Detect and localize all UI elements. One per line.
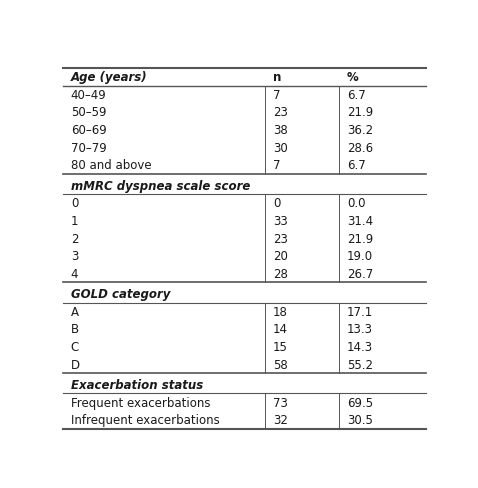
Text: A: A bbox=[71, 306, 79, 319]
Text: 7: 7 bbox=[273, 160, 280, 172]
Text: 0: 0 bbox=[273, 197, 280, 210]
Text: 6.7: 6.7 bbox=[347, 89, 366, 102]
Text: 30.5: 30.5 bbox=[347, 414, 373, 427]
Text: B: B bbox=[71, 324, 79, 336]
Text: 23: 23 bbox=[273, 233, 288, 245]
Text: %: % bbox=[347, 71, 358, 84]
Text: 40–49: 40–49 bbox=[71, 89, 107, 102]
Text: 4: 4 bbox=[71, 268, 78, 281]
Text: n: n bbox=[273, 71, 281, 84]
Text: 80 and above: 80 and above bbox=[71, 160, 152, 172]
Text: 14: 14 bbox=[273, 324, 288, 336]
Text: 33: 33 bbox=[273, 215, 287, 228]
Text: 23: 23 bbox=[273, 106, 288, 120]
Text: 21.9: 21.9 bbox=[347, 233, 373, 245]
Text: GOLD category: GOLD category bbox=[71, 288, 170, 301]
Text: 38: 38 bbox=[273, 124, 287, 137]
Text: 17.1: 17.1 bbox=[347, 306, 373, 319]
Text: 69.5: 69.5 bbox=[347, 397, 373, 409]
Text: 58: 58 bbox=[273, 359, 287, 372]
Text: 31.4: 31.4 bbox=[347, 215, 373, 228]
Text: 0.0: 0.0 bbox=[347, 197, 365, 210]
Text: 19.0: 19.0 bbox=[347, 250, 373, 263]
Text: 2: 2 bbox=[71, 233, 78, 245]
Text: 1: 1 bbox=[71, 215, 78, 228]
Text: 60–69: 60–69 bbox=[71, 124, 107, 137]
Text: D: D bbox=[71, 359, 80, 372]
Text: 28: 28 bbox=[273, 268, 288, 281]
Text: 21.9: 21.9 bbox=[347, 106, 373, 120]
Text: C: C bbox=[71, 341, 79, 354]
Text: 50–59: 50–59 bbox=[71, 106, 107, 120]
Text: 73: 73 bbox=[273, 397, 288, 409]
Text: Frequent exacerbations: Frequent exacerbations bbox=[71, 397, 210, 409]
Text: 7: 7 bbox=[273, 89, 280, 102]
Text: 0: 0 bbox=[71, 197, 78, 210]
Text: 14.3: 14.3 bbox=[347, 341, 373, 354]
Text: 55.2: 55.2 bbox=[347, 359, 373, 372]
Text: Exacerbation status: Exacerbation status bbox=[71, 379, 203, 392]
Text: 26.7: 26.7 bbox=[347, 268, 373, 281]
Text: 28.6: 28.6 bbox=[347, 142, 373, 155]
Text: 36.2: 36.2 bbox=[347, 124, 373, 137]
Text: 15: 15 bbox=[273, 341, 288, 354]
Text: mMRC dyspnea scale score: mMRC dyspnea scale score bbox=[71, 180, 250, 193]
Text: 13.3: 13.3 bbox=[347, 324, 373, 336]
Text: 18: 18 bbox=[273, 306, 288, 319]
Text: 3: 3 bbox=[71, 250, 78, 263]
Text: 6.7: 6.7 bbox=[347, 160, 366, 172]
Text: 30: 30 bbox=[273, 142, 287, 155]
Text: Age (years): Age (years) bbox=[71, 71, 148, 84]
Text: Infrequent exacerbations: Infrequent exacerbations bbox=[71, 414, 219, 427]
Text: 20: 20 bbox=[273, 250, 288, 263]
Text: 70–79: 70–79 bbox=[71, 142, 107, 155]
Text: 32: 32 bbox=[273, 414, 288, 427]
